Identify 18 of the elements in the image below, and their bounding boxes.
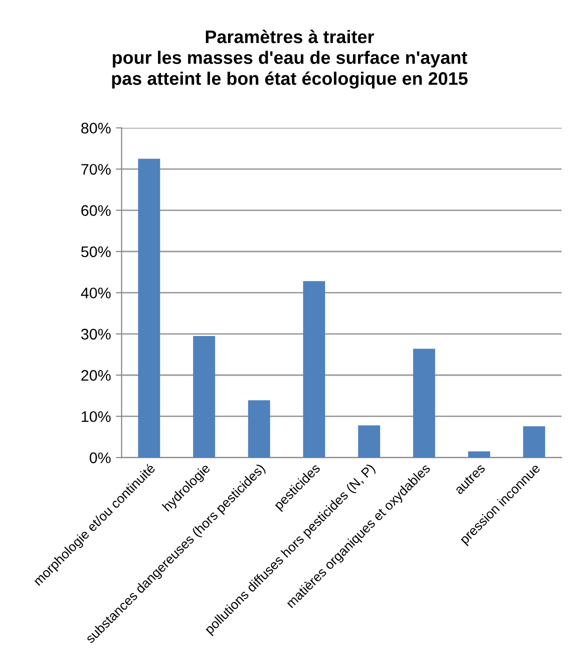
y-tick-label: 50% [81, 246, 111, 258]
bar [303, 281, 326, 458]
bar [138, 158, 160, 458]
y-tick-label: 40% [80, 288, 111, 298]
chart-title: Paramètres à traiter pour les masses d'eau de surface n'ayant pas atteint le bon état écologique en 2015 [112, 30, 468, 89]
y-tick-label: 80% [81, 122, 111, 134]
bar [413, 348, 436, 458]
bar [468, 451, 490, 458]
y-tick-label: 70% [81, 164, 111, 175]
y-tick-label: 30% [81, 328, 111, 340]
y-tick-label: 0% [90, 452, 111, 464]
bar [523, 426, 546, 458]
y-tick-label: 10% [82, 411, 111, 422]
bar [248, 400, 270, 458]
bar [358, 425, 380, 458]
y-tick-label: 20% [81, 370, 111, 381]
y-tick-label: 60% [81, 205, 111, 216]
bar [193, 336, 216, 458]
